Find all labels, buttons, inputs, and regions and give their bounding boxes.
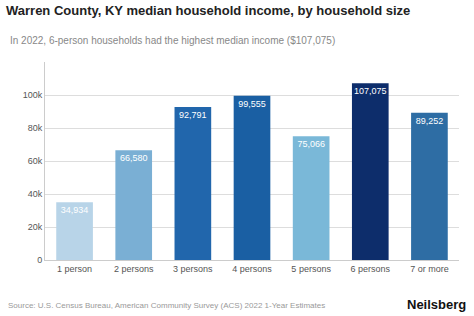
svg-text:20k: 20k — [28, 222, 43, 232]
svg-text:80k: 80k — [28, 123, 43, 133]
svg-text:Neilsberg: Neilsberg — [407, 297, 466, 312]
svg-text:3 persons: 3 persons — [173, 264, 213, 274]
svg-text:66,580: 66,580 — [120, 153, 148, 163]
svg-text:1 person: 1 person — [57, 264, 92, 274]
svg-text:4 persons: 4 persons — [232, 264, 272, 274]
svg-text:40k: 40k — [28, 189, 43, 199]
svg-text:89,252: 89,252 — [416, 116, 444, 126]
svg-text:92,791: 92,791 — [179, 110, 207, 120]
svg-text:99,555: 99,555 — [238, 99, 266, 109]
svg-text:60k: 60k — [28, 156, 43, 166]
svg-text:2 persons: 2 persons — [114, 264, 154, 274]
svg-text:Warren County, KY median house: Warren County, KY median household incom… — [6, 3, 410, 18]
svg-text:6 persons: 6 persons — [351, 264, 391, 274]
svg-text:100k: 100k — [23, 90, 43, 100]
svg-text:In 2022, 6-person households h: In 2022, 6-person households had the hig… — [10, 35, 335, 46]
svg-text:7 or more: 7 or more — [410, 264, 449, 274]
svg-text:0: 0 — [37, 255, 42, 265]
svg-text:107,075: 107,075 — [354, 86, 387, 96]
svg-text:5 persons: 5 persons — [291, 264, 331, 274]
svg-text:Source: U.S. Census Bureau, Am: Source: U.S. Census Bureau, American Com… — [8, 301, 325, 310]
svg-text:75,066: 75,066 — [297, 139, 325, 149]
svg-text:34,934: 34,934 — [61, 205, 89, 215]
